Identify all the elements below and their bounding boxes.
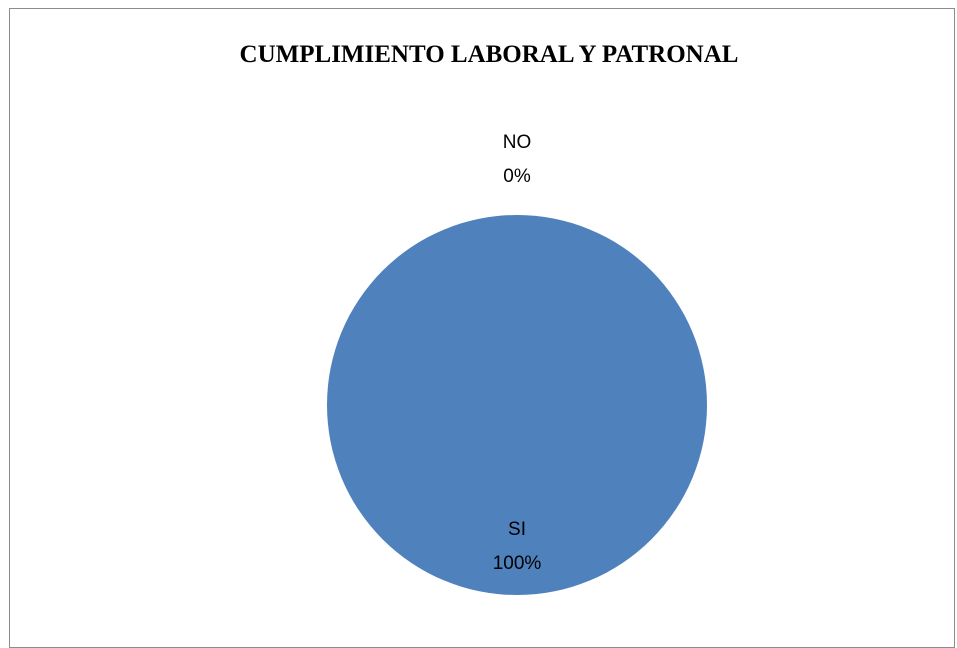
slice-percent-no: 0% <box>503 166 531 187</box>
pie-chart: CUMPLIMIENTO LABORAL Y PATRONAL NO 0% SI 10… <box>240 41 739 595</box>
chart-title: CUMPLIMIENTO LABORAL Y PATRONAL <box>240 41 739 68</box>
pie-slice-si <box>327 215 707 595</box>
slice-percent-si: 100% <box>493 553 542 574</box>
pie-slices <box>327 215 707 595</box>
slice-label-no: NO <box>503 132 532 153</box>
chart-area: CUMPLIMIENTO LABORAL Y PATRONAL NO 0% SI 10… <box>9 8 955 648</box>
slice-label-si: SI <box>508 519 526 540</box>
pie-labels: NO 0% SI 100% <box>493 132 542 574</box>
